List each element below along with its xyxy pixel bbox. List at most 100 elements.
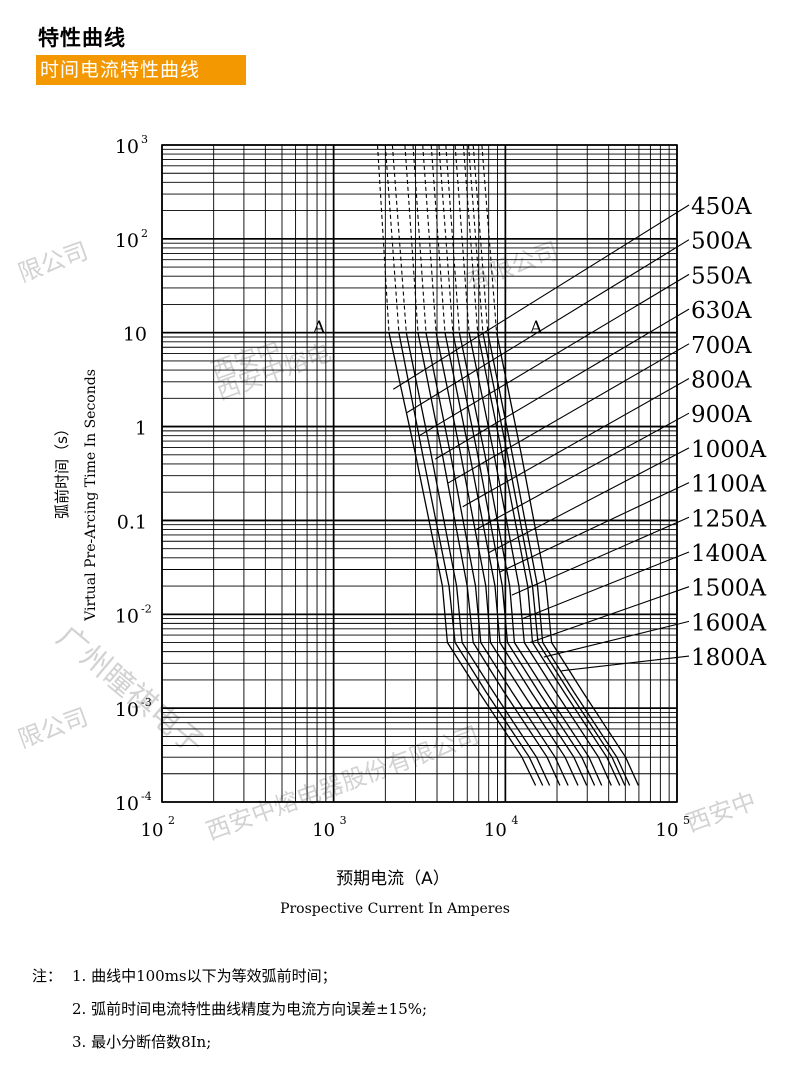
curve-630A-dashed bbox=[404, 144, 419, 333]
legend-label: 1000A bbox=[691, 437, 767, 463]
legend-leaders: 450A 500A 550A 630A 700A 800A 900A 1000A 1100A 12… bbox=[392, 194, 767, 672]
curve-1800A-dashed bbox=[481, 144, 498, 333]
annotation-label: A bbox=[312, 318, 326, 338]
curve-1400A-dashed bbox=[462, 144, 479, 333]
legend-label: 450A bbox=[691, 194, 752, 220]
curve-500A-dashed bbox=[384, 144, 400, 333]
legend-leader-line bbox=[561, 655, 690, 672]
x-axis-label-en: Prospective Current In Amperes bbox=[280, 901, 510, 917]
curve-500A bbox=[398, 332, 544, 786]
watermark-text: 限公司 bbox=[14, 703, 91, 754]
curve-800A-dashed bbox=[422, 144, 437, 333]
legend-leader-line bbox=[487, 447, 690, 554]
legend-label: 1400A bbox=[691, 541, 767, 567]
curve-1000A bbox=[452, 332, 596, 786]
section-subtitle: 时间电流特性曲线 bbox=[36, 55, 246, 85]
curve-550A-dashed bbox=[391, 144, 407, 333]
curve-1000A-dashed bbox=[438, 144, 454, 333]
curve-1500A bbox=[482, 332, 626, 786]
note-text: 2. 弧前时间电流特性曲线精度为电流方向误差±15%; bbox=[72, 1000, 428, 1018]
legend-leader-line bbox=[511, 516, 690, 596]
x-axis-label-cn: 预期电流（A） bbox=[336, 869, 450, 889]
legend-leader-line bbox=[522, 551, 690, 620]
curve-900A bbox=[444, 332, 588, 786]
curve-1250A-dashed bbox=[454, 144, 470, 333]
axis-labels: 预期电流（A） Prospective Current In Amperes 弧前时… bbox=[53, 369, 510, 917]
notes-prefix: 注： bbox=[32, 967, 63, 985]
note-item: 3. 最小分断倍数8In; bbox=[32, 1026, 427, 1059]
note-item: 注： 1. 曲线中100ms以下为等效弧前时间； bbox=[32, 960, 427, 993]
y-axis-label-en: Virtual Pre-Arcing Time In Seconds bbox=[83, 369, 99, 622]
note-text: 1. 曲线中100ms以下为等效弧前时间； bbox=[72, 967, 337, 985]
watermark-text: 限公司 bbox=[14, 237, 91, 288]
note-item: 2. 弧前时间电流特性曲线精度为电流方向误差±15%; bbox=[32, 993, 427, 1026]
legend-label: 1250A bbox=[691, 506, 767, 532]
legend-leader-line bbox=[475, 412, 690, 531]
legend-label: 800A bbox=[691, 368, 752, 394]
curve-1600A bbox=[487, 332, 631, 786]
plot-frame bbox=[161, 144, 678, 803]
y-tick-exponent: -3 bbox=[141, 696, 152, 709]
curve-450A-dashed bbox=[376, 144, 390, 333]
legend-label: 550A bbox=[691, 263, 752, 289]
y-tick-label: 10 bbox=[115, 230, 139, 252]
y-tick-label: 10 bbox=[115, 605, 139, 627]
curve-1800A bbox=[495, 332, 639, 786]
curve-450A bbox=[388, 332, 537, 786]
curve-1600A-dashed bbox=[472, 144, 489, 333]
curve-800A bbox=[435, 332, 579, 786]
notes: 注： 1. 曲线中100ms以下为等效弧前时间； 2. 弧前时间电流特性曲线精度为… bbox=[32, 960, 427, 1059]
legend-label: 500A bbox=[691, 229, 752, 255]
note-text: 3. 最小分断倍数8In; bbox=[72, 1033, 212, 1051]
legend-label: 700A bbox=[691, 333, 752, 359]
y-tick-label: 10 bbox=[115, 793, 139, 815]
y-tick-exponent: 3 bbox=[141, 133, 148, 146]
legend-leader-line bbox=[529, 586, 690, 644]
legend-leader-line bbox=[434, 308, 690, 460]
legend-leader-line bbox=[419, 273, 690, 437]
legend-label: 1500A bbox=[691, 576, 767, 602]
legend-leader-line bbox=[462, 378, 690, 508]
x-tick-label: 10 bbox=[141, 820, 164, 841]
legend-label: 630A bbox=[691, 298, 752, 324]
curve-700A bbox=[425, 332, 569, 786]
curve-1500A-dashed bbox=[467, 144, 484, 333]
y-tick-label: 10 bbox=[123, 324, 147, 346]
curve-1100A bbox=[458, 332, 603, 786]
watermark-text: 西安中 bbox=[682, 787, 759, 838]
x-tick-exponent: 5 bbox=[683, 814, 690, 827]
y-tick-label: 10 bbox=[115, 136, 139, 158]
y-axis-label-cn: 弧前时间（s） bbox=[53, 421, 71, 519]
x-tick-label: 10 bbox=[656, 820, 679, 841]
y-tick-label: 0.1 bbox=[117, 511, 147, 533]
y-tick-exponent: -4 bbox=[141, 790, 152, 803]
y-tick-label: 1 bbox=[135, 418, 147, 440]
x-tick-label: 10 bbox=[312, 820, 335, 841]
legend-label: 900A bbox=[691, 402, 752, 428]
legend-leader-line bbox=[406, 239, 690, 414]
annotation-label: A bbox=[529, 318, 543, 338]
curve-700A-dashed bbox=[412, 144, 427, 333]
x-tick-label: 10 bbox=[484, 820, 507, 841]
y-tick-exponent: -2 bbox=[141, 602, 152, 615]
curve-1250A bbox=[468, 332, 612, 786]
chart-curves bbox=[376, 144, 639, 786]
watermark-text: 广州瞳祺电子 bbox=[50, 619, 210, 762]
legend-leader-line bbox=[447, 343, 690, 484]
page-title: 特性曲线 bbox=[38, 26, 126, 50]
x-tick-exponent: 2 bbox=[168, 814, 175, 827]
legend-leader-line bbox=[392, 204, 690, 390]
y-tick-exponent: 2 bbox=[141, 227, 148, 240]
legend-label: 1800A bbox=[691, 645, 767, 671]
curve-900A-dashed bbox=[430, 144, 446, 333]
curve-550A bbox=[405, 332, 551, 786]
legend-label: 1600A bbox=[691, 610, 767, 636]
x-tick-exponent: 3 bbox=[340, 814, 347, 827]
curve-1100A-dashed bbox=[445, 144, 460, 333]
y-tick-label: 10 bbox=[115, 699, 139, 721]
legend-leader-line bbox=[543, 620, 690, 658]
legend-label: 1100A bbox=[691, 472, 767, 498]
x-tick-exponent: 4 bbox=[511, 814, 518, 827]
